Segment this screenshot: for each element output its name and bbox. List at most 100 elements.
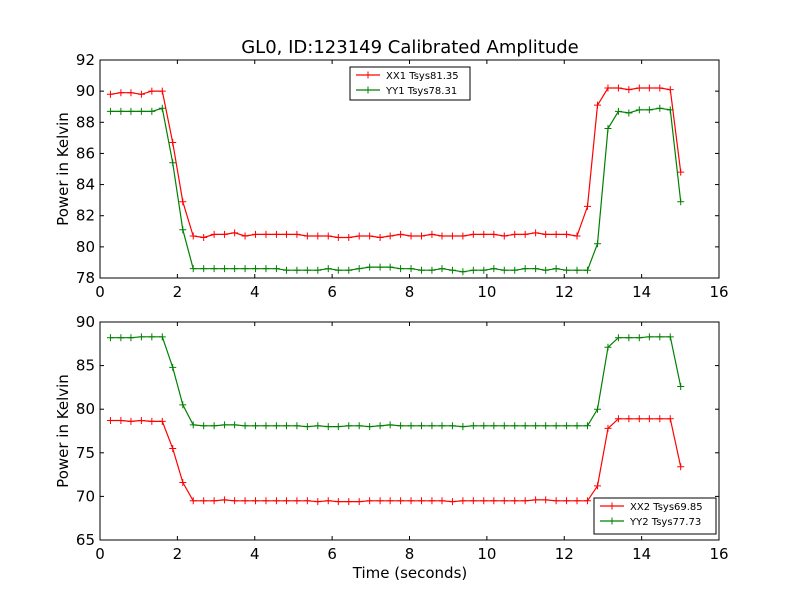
data-point [563, 230, 571, 238]
x-tick-label: 12 [555, 545, 574, 563]
data-point [355, 232, 363, 240]
data-point [635, 106, 643, 114]
data-point [148, 333, 156, 341]
x-tick-label: 16 [709, 545, 728, 563]
data-point [282, 266, 290, 274]
data-point [231, 421, 239, 429]
data-point [604, 343, 612, 351]
data-point [532, 496, 540, 504]
data-point [397, 497, 405, 505]
data-point [117, 89, 125, 97]
x-tick-label: 0 [95, 283, 105, 301]
data-point [221, 421, 229, 429]
data-point [614, 107, 622, 115]
data-point [594, 482, 602, 490]
data-point [210, 422, 218, 430]
data-point [376, 234, 384, 242]
data-point [366, 232, 374, 240]
data-point [625, 334, 633, 342]
data-point [521, 497, 529, 505]
data-point [179, 198, 187, 206]
data-point [532, 265, 540, 273]
data-point [635, 415, 643, 423]
x-tick-label: 8 [405, 545, 415, 563]
data-point [573, 266, 581, 274]
data-point [169, 159, 177, 167]
data-point [552, 497, 560, 505]
data-point [656, 104, 664, 112]
data-point [231, 265, 239, 273]
y-tick-label: 65 [76, 531, 95, 549]
data-point [583, 202, 591, 210]
data-point [511, 422, 519, 430]
x-tick-label: 6 [327, 283, 337, 301]
data-point [469, 422, 477, 430]
data-point [334, 423, 342, 431]
y-tick-label: 90 [76, 82, 95, 100]
data-point [117, 417, 125, 425]
data-point [583, 422, 591, 430]
data-point [397, 230, 405, 238]
data-point [625, 86, 633, 94]
data-point [345, 498, 353, 506]
data-point [666, 415, 674, 423]
data-point [407, 422, 415, 430]
data-point [645, 333, 653, 341]
x-tick-label: 14 [632, 545, 651, 563]
data-point [677, 198, 685, 206]
data-point [417, 422, 425, 430]
series-yy2 [106, 333, 685, 431]
y-axis-label: Power in Kelvin [54, 112, 72, 226]
data-point [137, 90, 145, 98]
data-point [200, 422, 208, 430]
data-point [500, 497, 508, 505]
y-tick-label: 86 [76, 144, 95, 162]
data-point [262, 265, 270, 273]
data-point [137, 417, 145, 425]
data-point [583, 266, 591, 274]
data-point [511, 266, 519, 274]
data-point [221, 265, 229, 273]
legend-box [349, 66, 471, 101]
x-tick-label: 2 [173, 283, 183, 301]
data-point [563, 422, 571, 430]
x-tick-label: 6 [327, 545, 337, 563]
data-point [614, 84, 622, 92]
series-xx2 [106, 415, 685, 506]
data-point [614, 415, 622, 423]
data-point [189, 265, 197, 273]
data-point [282, 497, 290, 505]
data-point [573, 232, 581, 240]
y-tick-label: 70 [76, 487, 95, 505]
data-point [500, 422, 508, 430]
data-point [252, 422, 260, 430]
data-point [355, 498, 363, 506]
data-point [490, 422, 498, 430]
data-point [594, 101, 602, 109]
chart-title: GL0, ID:123149 Calibrated Amplitude [241, 37, 579, 58]
data-point [542, 422, 550, 430]
data-point [604, 84, 612, 92]
data-point [189, 232, 197, 240]
x-tick-label: 10 [477, 545, 496, 563]
data-point [334, 498, 342, 506]
data-point [179, 478, 187, 486]
data-point [604, 424, 612, 432]
data-point [148, 107, 156, 115]
legend-label: YY1 Tsys78.31 [385, 86, 457, 97]
data-point [656, 333, 664, 341]
data-point [448, 266, 456, 274]
data-point [303, 266, 311, 274]
data-point [345, 422, 353, 430]
data-point [210, 497, 218, 505]
data-point [231, 497, 239, 505]
y-tick-label: 82 [76, 207, 95, 225]
legend-marker [608, 517, 616, 525]
data-point [428, 422, 436, 430]
data-point [241, 422, 249, 430]
data-point [459, 423, 467, 431]
data-point [428, 266, 436, 274]
data-point [645, 415, 653, 423]
data-point [448, 232, 456, 240]
data-point [397, 422, 405, 430]
